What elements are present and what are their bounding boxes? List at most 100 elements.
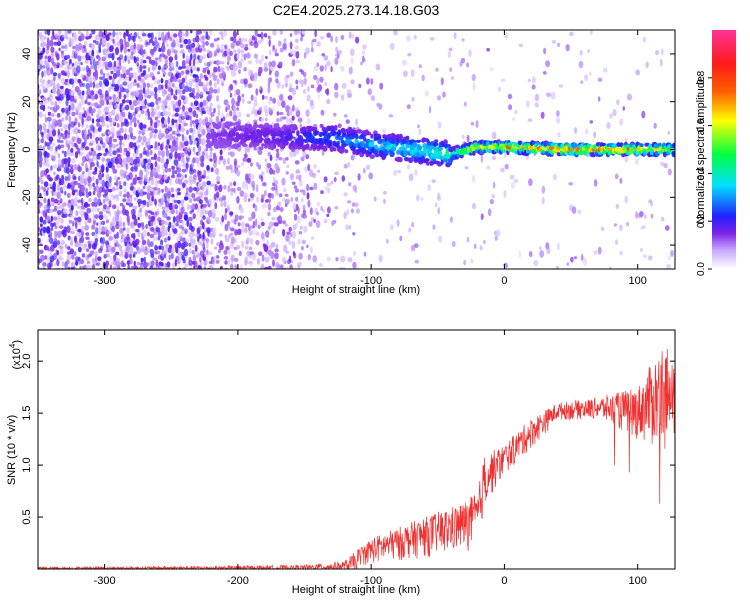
spectrogram-cell xyxy=(282,157,286,165)
spectrogram-cell xyxy=(191,87,195,95)
spectrogram-cell xyxy=(166,190,172,199)
spectrogram-cell xyxy=(296,215,301,224)
spectrogram-cell xyxy=(277,215,283,224)
spectrogram-cell xyxy=(45,168,49,174)
spectrogram-cell xyxy=(319,263,323,267)
spectrogram-cell xyxy=(545,60,551,68)
spectrogram-cell xyxy=(54,150,58,155)
spectrogram-cell xyxy=(448,47,453,51)
spectrogram-cell xyxy=(74,151,79,159)
spectrogram-cell xyxy=(135,149,139,155)
spectrogram-cell xyxy=(69,37,74,46)
spectrogram-cell xyxy=(224,212,227,221)
spectrogram-cell xyxy=(247,83,253,89)
spectrogram-cell xyxy=(167,124,171,130)
spectrogram-cell xyxy=(74,196,78,204)
spectrogram-cell xyxy=(244,245,249,250)
spectrogram-cell xyxy=(141,239,147,245)
spectrogram-cell xyxy=(321,53,326,57)
spectrogram-ytick-label: 40 xyxy=(21,48,33,60)
spectrogram-cell xyxy=(49,106,54,111)
spectrogram-cell xyxy=(147,137,152,142)
spectrogram-cell xyxy=(61,45,66,49)
spectrogram-cell xyxy=(48,121,51,130)
spectrogram-cell xyxy=(86,248,90,253)
spectrogram-cell xyxy=(463,259,466,266)
spectrogram-cell xyxy=(280,83,285,89)
spectrogram-cell xyxy=(245,183,249,190)
spectrogram-cell xyxy=(181,95,186,101)
spectrogram-cell xyxy=(344,149,349,154)
spectrogram-cell xyxy=(112,150,117,156)
spectrogram-cell xyxy=(130,105,134,111)
spectrogram-cell xyxy=(355,36,360,44)
spectrogram-cell xyxy=(126,233,130,240)
spectrogram-cell xyxy=(639,211,644,217)
spectrogram-cell xyxy=(302,213,308,219)
spectrogram-cell xyxy=(206,180,211,186)
spectrogram-cell xyxy=(261,221,265,227)
spectrogram-cell xyxy=(131,214,137,220)
spectrogram-cell xyxy=(227,258,231,266)
spectrogram-cell xyxy=(40,180,45,185)
spectrogram-cell xyxy=(429,37,435,41)
spectrogram-cell xyxy=(184,85,190,93)
spectrogram-cell xyxy=(75,231,79,238)
spectrogram-cell xyxy=(139,44,144,50)
spectrogram-cell xyxy=(132,116,137,124)
spectrogram-cell xyxy=(142,86,146,95)
spectrogram-cell xyxy=(55,146,58,152)
spectrogram-cell xyxy=(93,197,98,204)
spectrogram-cell xyxy=(131,233,134,238)
spectrogram-cell xyxy=(293,136,296,140)
spectrogram-cell xyxy=(509,174,515,180)
spectrogram-cell xyxy=(89,250,95,255)
spectrogram-cell xyxy=(172,39,176,45)
spectrogram-cell xyxy=(170,61,174,68)
spectrogram-cell xyxy=(108,152,113,157)
spectrogram-cell xyxy=(82,82,85,88)
spectrogram-cell xyxy=(116,231,119,239)
spectrogram-cell xyxy=(298,79,303,85)
spectrogram-cell xyxy=(73,176,77,180)
spectrogram-cell xyxy=(320,36,325,40)
spectrogram-cell xyxy=(240,43,245,49)
spectrogram-cell xyxy=(85,187,89,193)
spectrogram-cell xyxy=(180,116,185,120)
spectrogram-cell xyxy=(87,182,91,187)
spectrogram-cell xyxy=(122,198,127,203)
spectrogram-cell xyxy=(116,193,119,200)
spectrogram-cell xyxy=(230,122,236,126)
spectrogram-cell xyxy=(147,67,151,72)
spectrogram-cell xyxy=(364,143,370,149)
spectrogram-cell xyxy=(229,84,234,91)
spectrogram-cell xyxy=(116,35,120,41)
spectrogram-cell xyxy=(205,260,209,265)
spectrogram-cell xyxy=(77,122,81,128)
spectrogram-cell xyxy=(319,76,324,83)
spectrogram-cell xyxy=(260,197,264,203)
spectrogram-cell xyxy=(285,250,290,254)
spectrogram-heatmap xyxy=(38,30,675,269)
spectrogram-cell xyxy=(197,133,202,138)
spectrogram-cell xyxy=(346,200,352,204)
spectrogram-cell xyxy=(170,100,176,107)
spectrogram-cell xyxy=(275,123,280,128)
spectrogram-cell xyxy=(160,164,165,169)
spectrogram-cell xyxy=(164,248,168,256)
spectrogram-cell xyxy=(80,258,85,265)
spectrogram-cell xyxy=(117,210,123,214)
spectrogram-cell xyxy=(580,253,584,261)
spectrogram-cell xyxy=(574,126,578,134)
spectrogram-cell xyxy=(101,56,107,62)
spectrogram-cell xyxy=(295,196,299,202)
spectrogram-cell xyxy=(43,197,47,204)
spectrogram-cell xyxy=(192,157,197,164)
spectrogram-cell xyxy=(491,194,495,199)
spectrogram-cell xyxy=(289,71,294,77)
spectrogram-cell xyxy=(180,206,185,215)
spectrogram-cell xyxy=(279,93,284,101)
spectrogram-cell xyxy=(87,176,92,184)
spectrogram-cell xyxy=(211,211,216,219)
spectrogram-cell xyxy=(281,257,286,263)
